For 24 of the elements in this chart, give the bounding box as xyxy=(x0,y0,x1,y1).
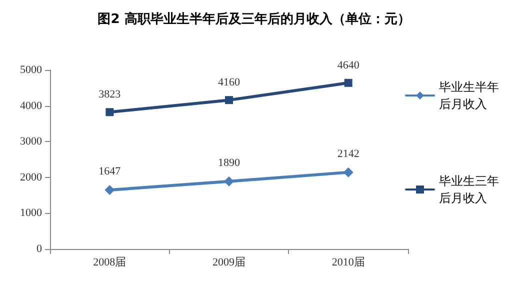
point xyxy=(343,167,354,178)
x-tick-label: 2008届 xyxy=(93,256,126,268)
x-tick-label: 2010届 xyxy=(332,256,365,268)
y-tick-label: 1000 xyxy=(20,207,42,220)
point xyxy=(225,96,233,104)
point xyxy=(224,176,234,186)
x-tick-label: 2009届 xyxy=(212,256,246,268)
data-label: 3823 xyxy=(98,88,122,101)
point xyxy=(106,108,114,116)
data-label: 4160 xyxy=(218,76,240,89)
data-label: 1890 xyxy=(218,156,240,169)
data-label: 2142 xyxy=(337,148,360,160)
data-label: 1647 xyxy=(98,166,122,178)
y-tick-label: 5000 xyxy=(20,64,42,76)
data-label: 4640 xyxy=(337,59,360,72)
point xyxy=(104,185,115,196)
y-tick-label: 4000 xyxy=(20,100,42,112)
y-tick-label: 2000 xyxy=(20,171,42,184)
legend-label: 毕业生半年后月收入 xyxy=(439,80,499,111)
point xyxy=(344,78,352,87)
y-tick-label: 0 xyxy=(36,243,42,255)
y-tick-label: 3000 xyxy=(20,136,42,148)
legend-label: 毕业生三年后月收入 xyxy=(439,174,499,205)
chart-title: 图2 高职毕业生半年后及三年后的月收入（单位：元） xyxy=(98,11,410,27)
